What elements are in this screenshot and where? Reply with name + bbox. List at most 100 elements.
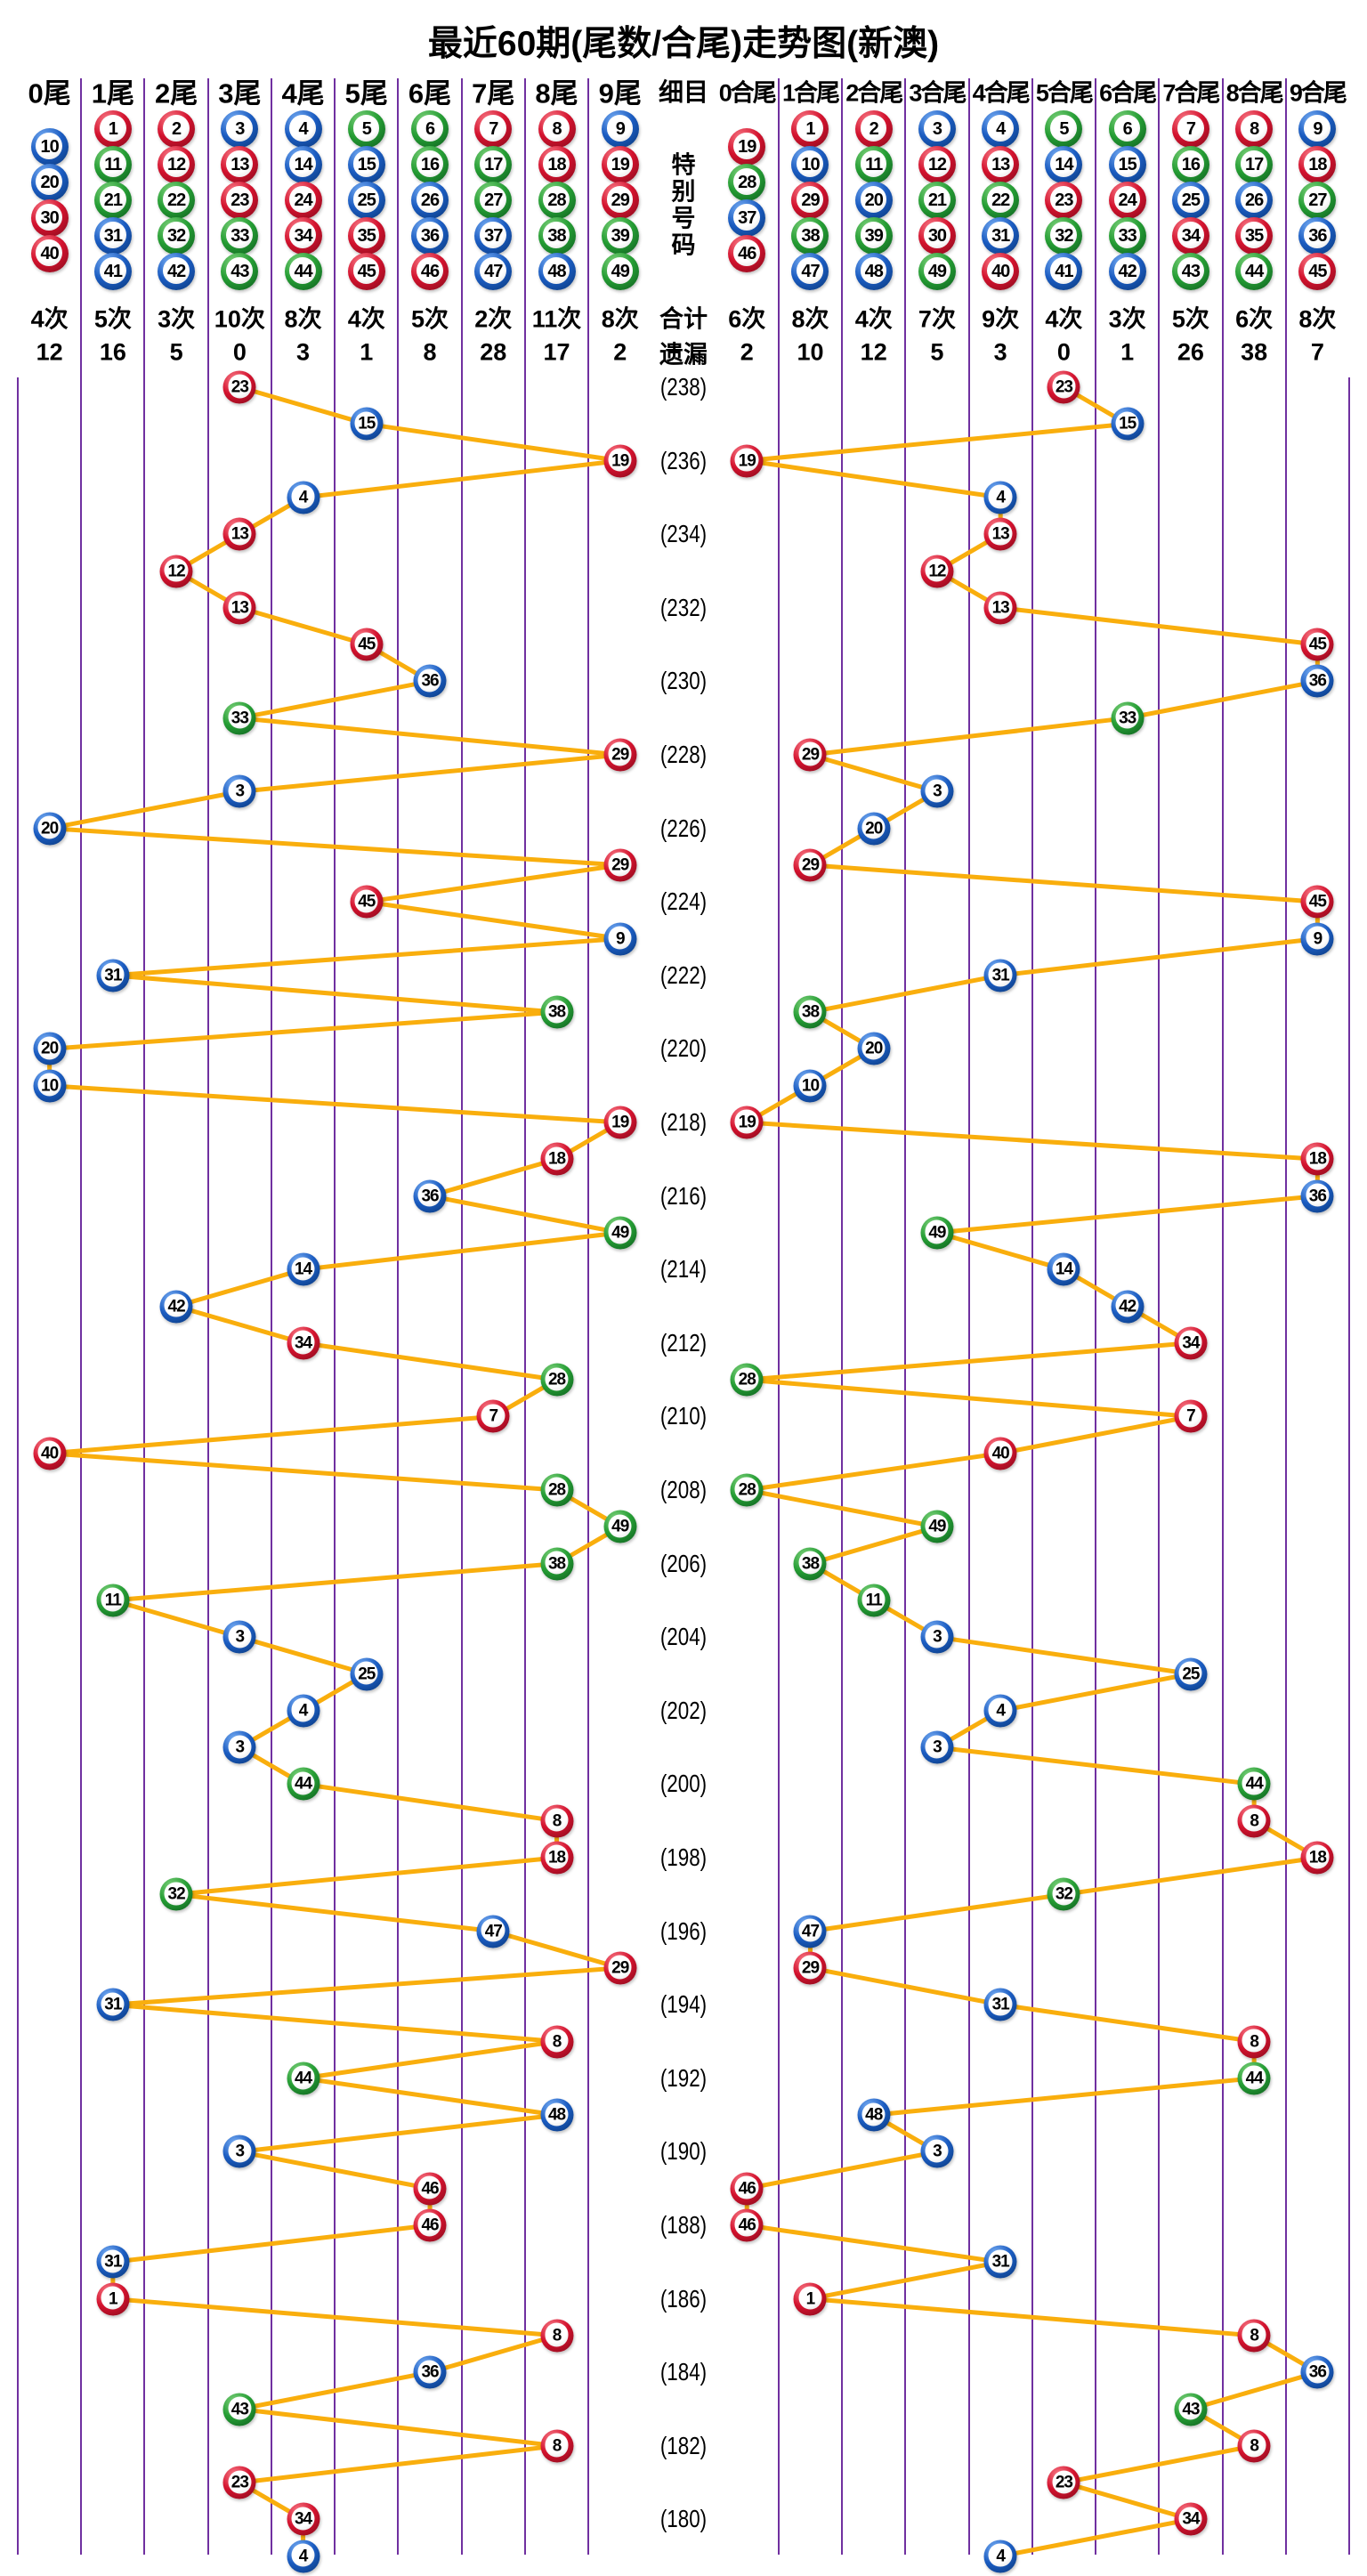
column-header-sumtail: 3合尾: [909, 79, 967, 107]
list-ball: 26: [1235, 182, 1274, 219]
ball-number: 7: [489, 119, 498, 139]
list-ball: 46: [411, 253, 449, 290]
ball-number: 19: [611, 451, 629, 471]
chart-ball: 20: [857, 1032, 891, 1065]
ball-core: [101, 962, 125, 986]
ball-number: 42: [167, 1297, 186, 1316]
ball-number: 48: [864, 262, 884, 281]
list-ball: 12: [158, 146, 196, 183]
ball-number: 38: [547, 226, 566, 246]
chart-ball: 23: [1047, 2466, 1080, 2499]
ball-core: [734, 448, 759, 472]
list-ball: 49: [918, 253, 956, 290]
ball-number: 28: [738, 173, 756, 192]
grid-line: [17, 377, 19, 2555]
ball-core: [608, 741, 632, 766]
ball-number: 21: [103, 190, 123, 210]
ball-core: [354, 1661, 378, 1685]
period-label: (218): [659, 1108, 708, 1136]
period-label: (204): [659, 1623, 708, 1651]
ball-number: 34: [294, 226, 312, 246]
ball-core: [1177, 222, 1204, 248]
chart-ball: 8: [540, 2025, 574, 2058]
column-header-sumtail: 5合尾: [1035, 79, 1094, 107]
ball-core: [988, 595, 1013, 619]
column-header-sumtail: 4合尾: [972, 79, 1031, 107]
ball-core: [606, 186, 634, 213]
chart-ball: 13: [222, 517, 256, 551]
ball-core: [608, 1219, 632, 1244]
ball-number: 31: [104, 2252, 122, 2272]
chart-ball: 13: [983, 591, 1017, 625]
chart-ball: 13: [983, 517, 1017, 551]
ball-number: 36: [421, 2362, 439, 2382]
chart-ball: 47: [476, 1915, 510, 1948]
ball-core: [354, 411, 378, 435]
ball-core: [1178, 2396, 1202, 2420]
ball-core: [417, 2175, 441, 2199]
count-cell: 11次: [531, 305, 582, 333]
chart-ball: 42: [159, 1290, 193, 1323]
ball-core: [1241, 257, 1267, 284]
ball-number: 36: [420, 226, 440, 246]
ball-core: [988, 2249, 1013, 2273]
ball-number: 45: [1308, 635, 1327, 654]
period-label: (212): [659, 1328, 708, 1357]
ball-number: 12: [166, 155, 186, 174]
ball-core: [1177, 150, 1204, 177]
column-header-tail: 2尾: [154, 77, 198, 109]
period-label: (220): [659, 1034, 708, 1063]
ball-number: 45: [357, 262, 376, 281]
period-label: (208): [659, 1476, 708, 1503]
ball-number: 25: [1181, 190, 1201, 210]
ball-number: 47: [484, 1922, 503, 1941]
ball-core: [226, 150, 254, 177]
ball-number: 49: [927, 262, 947, 281]
chart-ball: 31: [96, 2245, 130, 2279]
ball-core: [480, 150, 506, 177]
ball-number: 28: [547, 190, 566, 210]
ball-number: 23: [231, 2473, 249, 2492]
period-label: (194): [659, 1990, 708, 2019]
ball-number: 42: [1118, 262, 1137, 281]
chart-ball: 20: [857, 812, 891, 846]
ball-core: [101, 2249, 125, 2273]
list-ball: 16: [1171, 146, 1209, 183]
ball-number: 20: [40, 173, 59, 192]
chart-ball: 40: [983, 1437, 1017, 1470]
list-ball: 34: [1171, 217, 1209, 255]
ball-number: 38: [547, 1002, 566, 1022]
ball-number: 2: [172, 119, 182, 139]
ball-number: 8: [552, 2326, 562, 2345]
ball-number: 29: [611, 1958, 629, 1978]
ball-core: [1115, 411, 1139, 435]
ball-number: 20: [865, 1039, 883, 1058]
ball-number: 20: [864, 190, 884, 210]
ball-number: 11: [104, 1591, 122, 1610]
ball-number: 13: [991, 524, 1010, 544]
ball-core: [101, 1587, 125, 1612]
grid-line: [777, 78, 780, 2555]
period-label: (234): [659, 520, 708, 548]
chart-ball: 38: [793, 1547, 827, 1581]
ball-number: 7: [1185, 119, 1196, 139]
chart-ball: 10: [33, 1069, 67, 1103]
list-ball: 44: [284, 253, 322, 290]
ball-number: 29: [611, 745, 629, 765]
list-ball: 34: [284, 217, 322, 255]
grid-line: [143, 78, 146, 2555]
chart-ball: 36: [1300, 2355, 1334, 2389]
ball-core: [1177, 186, 1204, 213]
period-label: (230): [659, 667, 708, 695]
ball-number: 5: [361, 119, 372, 139]
chart-ball: 7: [1174, 1399, 1208, 1433]
period-label: (228): [659, 741, 708, 768]
ball-number: 24: [294, 190, 312, 210]
list-ball: 16: [411, 146, 449, 183]
list-ball: 14: [1045, 146, 1083, 183]
ball-core: [608, 1955, 632, 1980]
ball-core: [480, 186, 506, 213]
list-ball: 27: [1298, 182, 1337, 219]
ball-core: [608, 852, 632, 877]
ball-core: [1242, 1808, 1266, 1832]
